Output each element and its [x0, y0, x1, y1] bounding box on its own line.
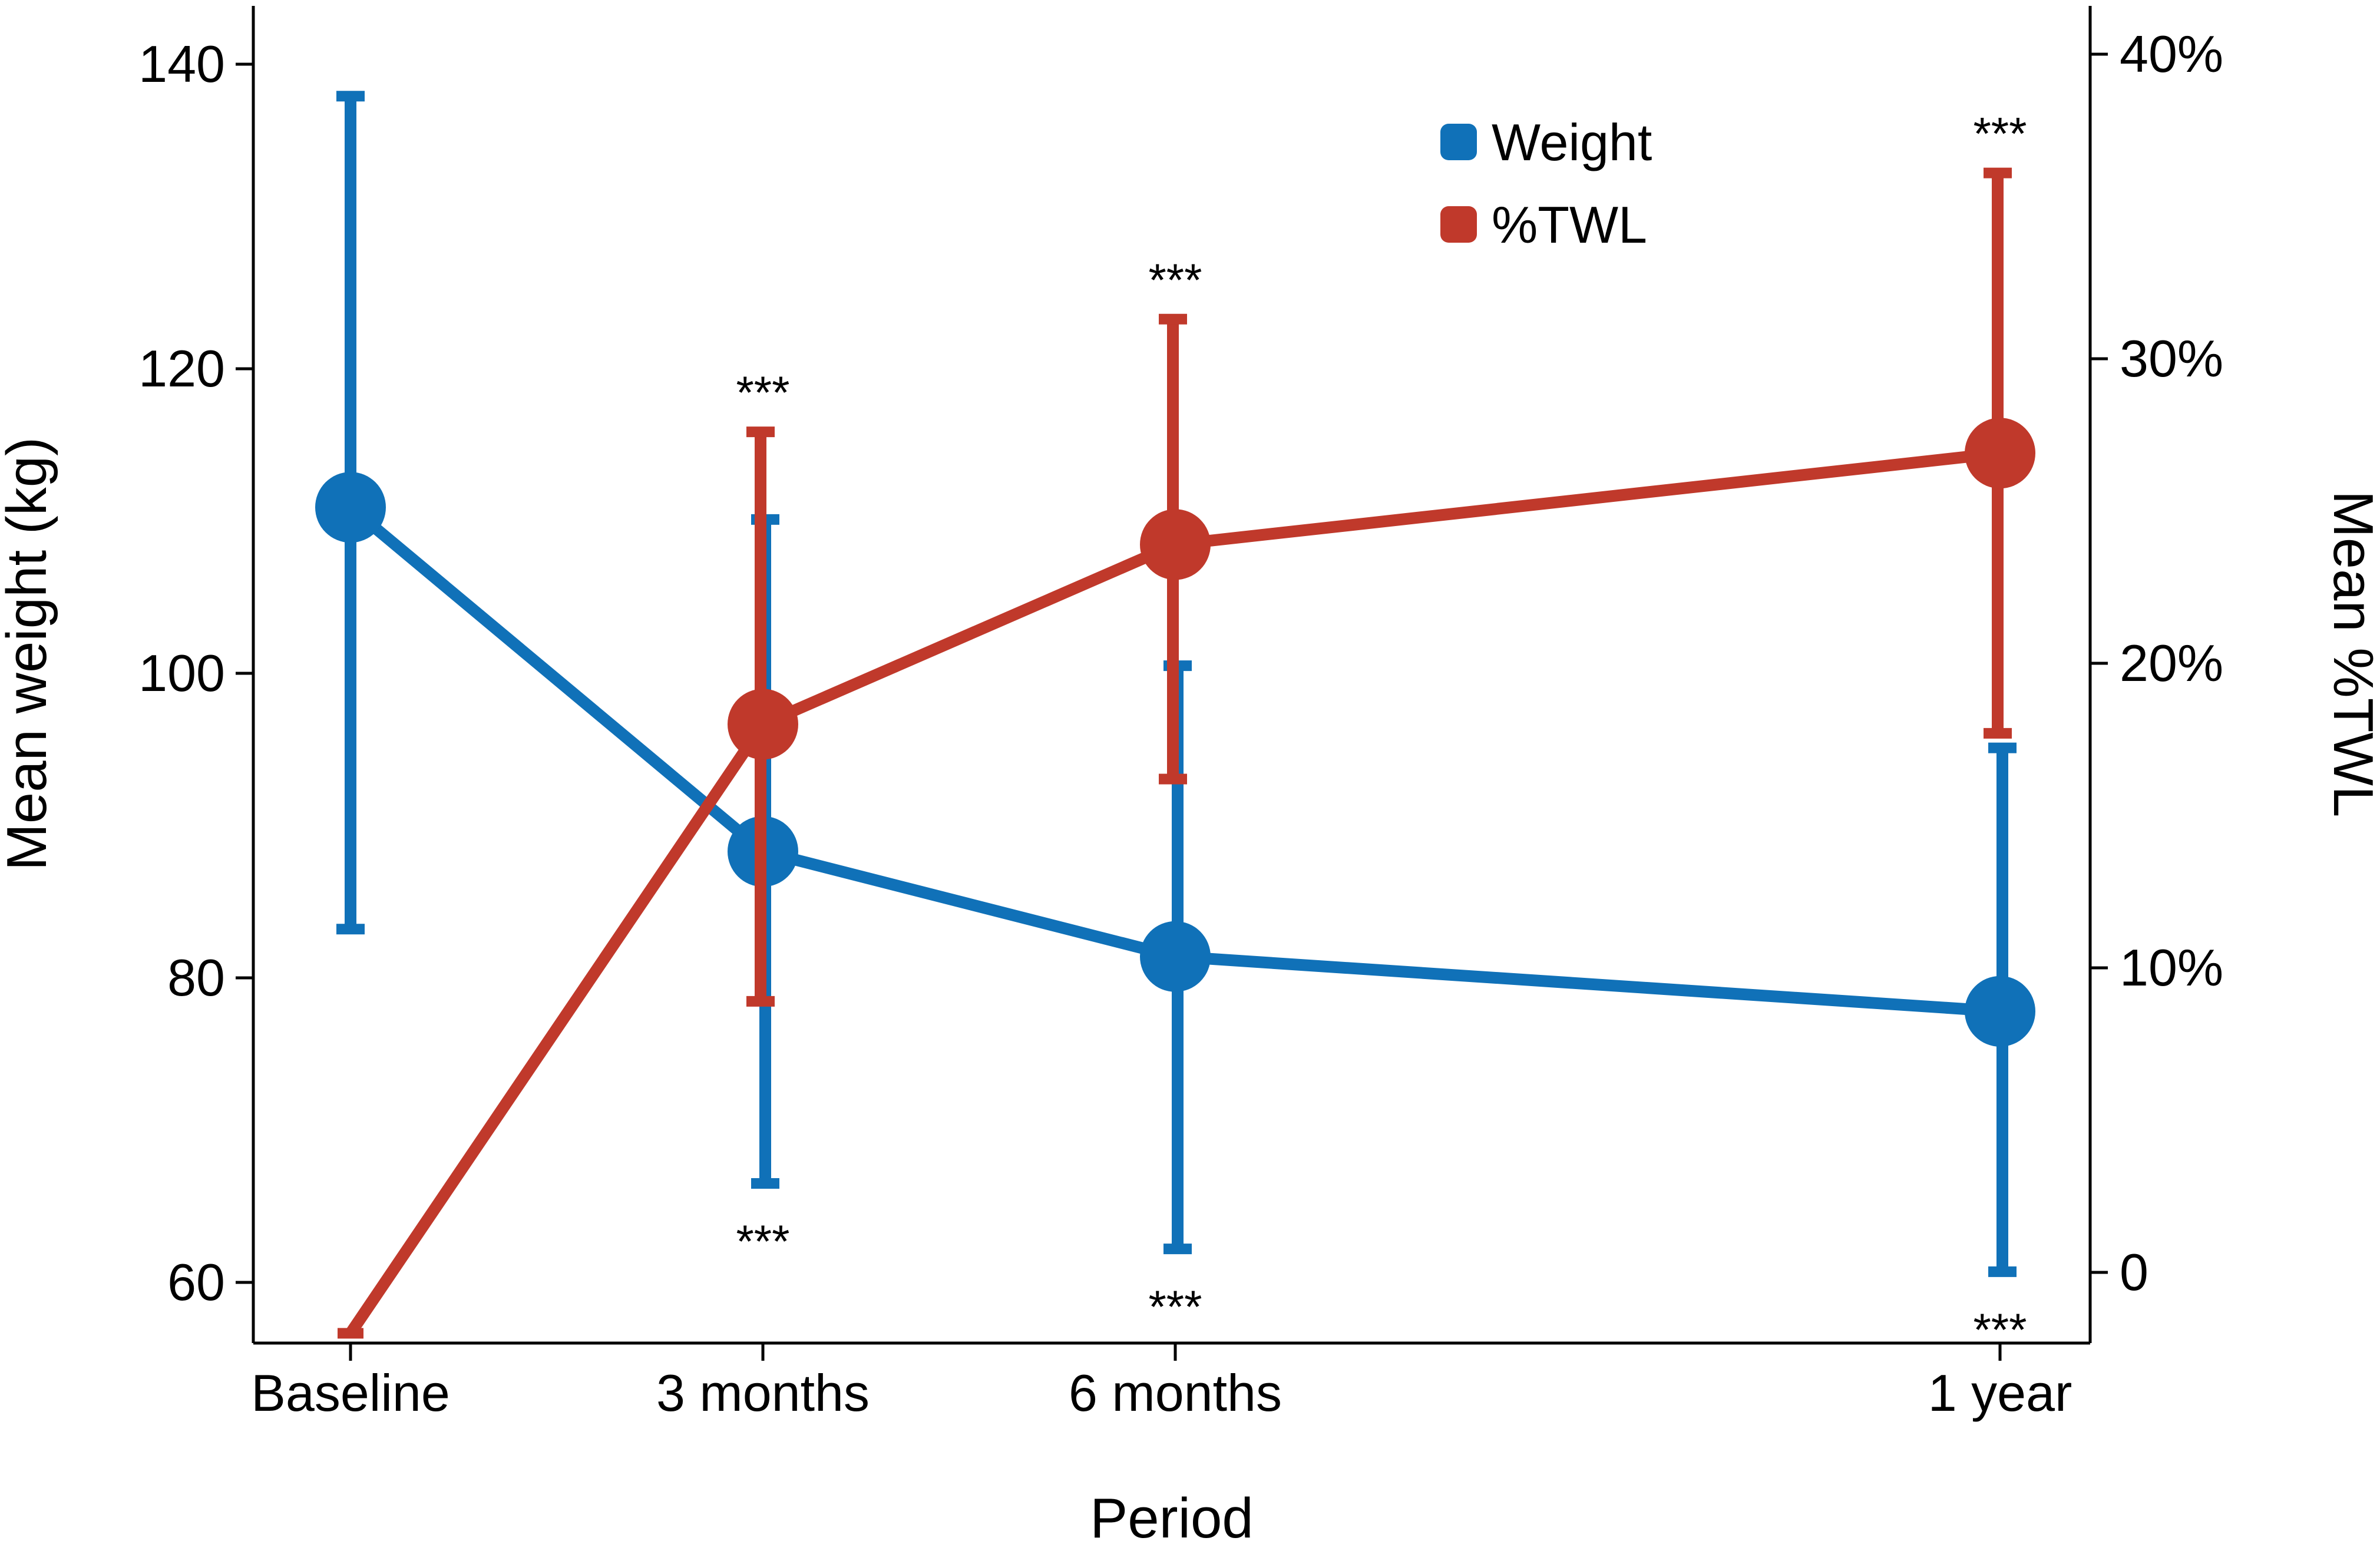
data-point-weight [1140, 921, 1211, 992]
data-point-twl [1140, 509, 1211, 580]
x-tick-label: 3 months [656, 1364, 870, 1422]
y2-axis-title: Mean %TWL [2322, 491, 2380, 818]
y-tick-label: 80 [167, 948, 225, 1007]
series-weight: *** *** *** [315, 91, 2035, 1355]
y2-tick-label: 40% [2120, 25, 2223, 83]
series-line-weight [346, 502, 2001, 1017]
x-tick-label: Baseline [251, 1364, 450, 1422]
y2-tick-label: 20% [2120, 634, 2223, 692]
y2-tick-label: 10% [2120, 938, 2223, 997]
y2-tick-label: 30% [2120, 329, 2223, 388]
significance-label: *** [1973, 1304, 2027, 1355]
y-tick-label: 140 [138, 35, 225, 93]
series-twl: *** *** *** [338, 108, 2035, 1339]
legend-swatch-weight [1440, 124, 1477, 160]
data-point-weight [315, 472, 386, 543]
y-tick-label: 100 [138, 644, 225, 702]
y-tick-label: 60 [167, 1253, 225, 1311]
x-tick-label: 1 year [1928, 1364, 2072, 1422]
data-point-twl [1965, 418, 2035, 489]
y-tick-label: 120 [138, 339, 225, 398]
x-tick-label: 6 months [1069, 1364, 1282, 1422]
legend-swatch-twl [1440, 206, 1477, 243]
legend: Weight %TWL [1440, 113, 1652, 254]
legend-label-twl: %TWL [1492, 196, 1647, 254]
significance-label: *** [1148, 1281, 1202, 1332]
data-point-twl [728, 689, 798, 760]
series-layer: *** *** *** *** *** *** [315, 91, 2035, 1355]
significance-label: *** [736, 1215, 789, 1267]
significance-label: *** [1148, 254, 1202, 306]
significance-label: *** [1973, 108, 2027, 160]
y-axis-title: Mean weight (kg) [0, 437, 58, 871]
ticks: 60 80 100 120 140 0 10% 20% 30% 40% Baseline 3 mont… [138, 25, 2223, 1422]
data-point-weight [1965, 975, 2035, 1047]
y2-tick-label: 0 [2120, 1243, 2148, 1301]
data-point-twl [338, 1328, 363, 1339]
significance-label: *** [736, 366, 789, 418]
legend-label-weight: Weight [1492, 113, 1652, 171]
series-line-twl [345, 447, 2001, 1337]
x-axis-title: Period [1090, 1487, 1254, 1541]
